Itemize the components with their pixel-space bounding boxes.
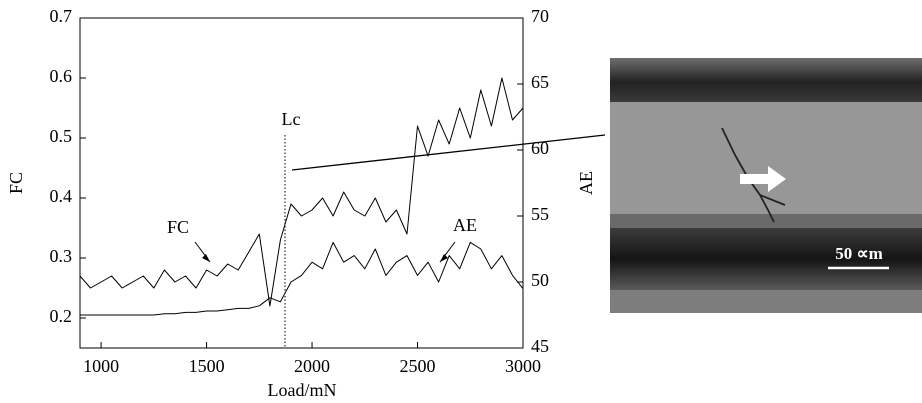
x-axis-label: Load/mN [268, 380, 337, 400]
y2-tick-label: 45 [531, 336, 549, 356]
y-tick-label: 0.2 [50, 306, 73, 326]
annotation: AE [453, 215, 477, 235]
y-tick-label: 0.7 [50, 6, 73, 26]
y2-tick-label: 60 [531, 138, 549, 158]
annotation-arrowhead [440, 254, 448, 262]
x-tick-label: 2500 [400, 356, 436, 376]
x-tick-label: 1000 [83, 356, 119, 376]
scale-label: 50 ∝m [835, 244, 883, 263]
image-band [610, 228, 922, 290]
y-tick-label: 0.5 [50, 126, 73, 146]
annotation: Lc [282, 109, 301, 129]
connector-line [291, 134, 606, 171]
annotation-arrowhead [202, 254, 210, 262]
annotation: FC [167, 217, 189, 237]
x-tick-label: 3000 [505, 356, 541, 376]
image-band [610, 58, 922, 102]
data-line [80, 241, 524, 316]
y-axis-label: FC [6, 172, 26, 194]
data-line [79, 77, 524, 307]
y-tick-label: 0.6 [50, 66, 73, 86]
y2-tick-label: 50 [531, 270, 549, 290]
y2-tick-label: 55 [531, 204, 549, 224]
micrograph: 50 ∝m [610, 58, 922, 313]
image-band [610, 102, 922, 214]
image-band [610, 214, 922, 228]
image-arrow [740, 166, 786, 192]
x-tick-label: 2000 [294, 356, 330, 376]
crack [721, 127, 786, 223]
y2-axis-label: AE [576, 171, 596, 195]
x-tick-label: 1500 [189, 356, 225, 376]
y-tick-label: 0.4 [50, 186, 73, 206]
y-tick-label: 0.3 [50, 246, 73, 266]
plot-frame [79, 17, 524, 349]
y2-tick-label: 70 [531, 6, 549, 26]
image-band [610, 290, 922, 313]
y2-tick-label: 65 [531, 72, 549, 92]
